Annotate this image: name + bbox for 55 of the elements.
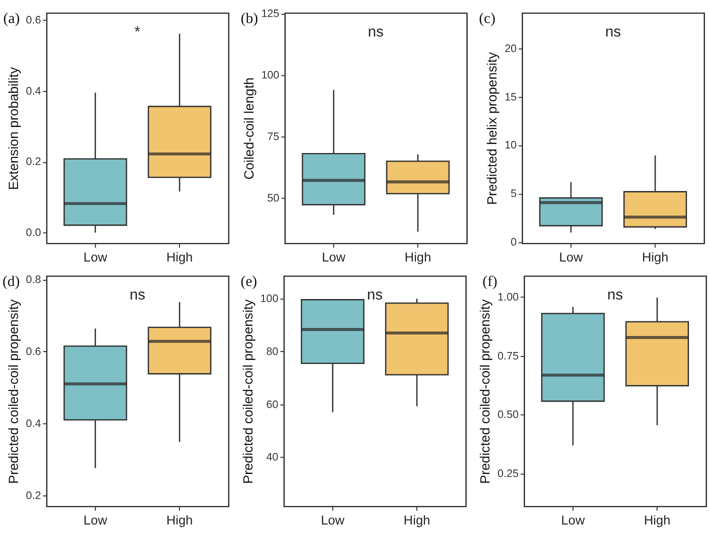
x-tick-label: Low (322, 250, 346, 265)
annotation: * (134, 24, 141, 41)
y-tick-label: 5 (510, 188, 517, 200)
y-axis-title: Predicted helix propensity (484, 52, 500, 205)
y-tick-label: 0.6 (26, 14, 42, 26)
y-tick-label: 50 (267, 192, 280, 204)
x-tick-label: Low (84, 512, 108, 528)
y-tick-label: 10 (504, 140, 517, 152)
x-tick-label: High (404, 250, 432, 265)
y-tick-label: 15 (504, 91, 517, 104)
chart-title: (f) (482, 274, 498, 290)
x-tick-label: High (644, 512, 670, 528)
y-tick-label: 0.2 (26, 490, 42, 502)
y-tick-label: 20 (504, 43, 517, 56)
y-tick-label: 125 (261, 8, 280, 20)
y-tick-label: 60 (266, 398, 278, 411)
y-tick-label: 0.6 (26, 346, 42, 358)
y-tick-label: 75 (267, 130, 280, 143)
x-tick-label: High (166, 512, 193, 528)
y-axis-title: Predicted coiled-coil propensity (6, 299, 22, 484)
y-tick-label: 0.2 (26, 156, 42, 168)
y-tick-label: 0.50 (498, 409, 519, 422)
y-tick-label: 0.75 (498, 350, 519, 362)
x-tick-label: Low (320, 512, 346, 528)
y-axis-title: Extension probability (6, 66, 22, 190)
annotation: ns (366, 288, 383, 304)
y-axis-title: Predicted coiled-coil propensity (240, 299, 256, 484)
y-tick-label: 0.8 (26, 274, 42, 286)
y-tick-label: 80 (266, 346, 278, 358)
y-tick-label: 0.4 (26, 85, 42, 98)
x-tick-label: High (404, 512, 430, 528)
y-tick-label: 40 (266, 452, 278, 464)
y-tick-label: 1.00 (498, 292, 519, 304)
annotation: ns (130, 288, 146, 304)
chart-title: (d) (2, 274, 20, 290)
x-tick-label: Low (561, 512, 586, 528)
y-axis-title: Predicted coiled-coil propensity (478, 299, 493, 484)
x-tick-label: Low (559, 250, 584, 265)
y-axis-title: Coiled-coil length (241, 77, 256, 180)
x-tick-label: High (166, 250, 193, 265)
annotation: ns (607, 288, 623, 304)
x-tick-label: Low (84, 250, 108, 265)
y-tick-label: 100 (261, 69, 280, 82)
annotation: ns (368, 24, 384, 41)
annotation: ns (605, 24, 621, 41)
chart-title: (e) (240, 274, 258, 290)
chart-title: (a) (3, 10, 20, 27)
y-tick-label: 100 (260, 293, 278, 306)
y-tick-label: 0.0 (26, 227, 42, 240)
chart-title: (b) (240, 10, 258, 27)
y-tick-label: 0.4 (26, 418, 42, 430)
y-tick-label: 0 (510, 236, 517, 248)
chart-title: (c) (478, 10, 496, 27)
x-tick-label: High (642, 250, 668, 265)
y-tick-label: 0.25 (498, 468, 519, 480)
